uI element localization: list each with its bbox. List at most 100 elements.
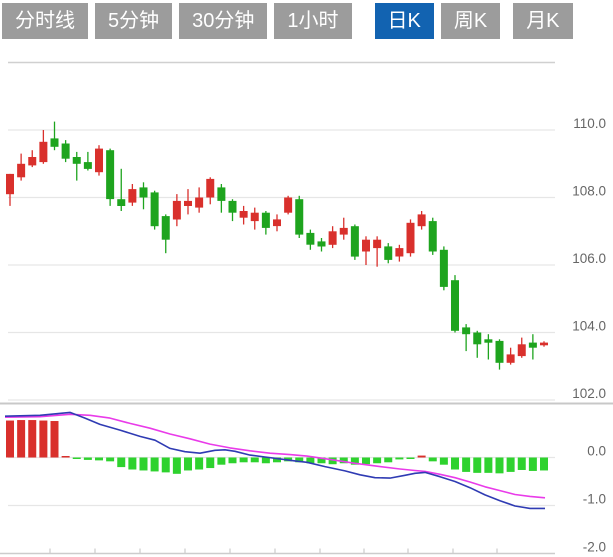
candle-up: [328, 231, 337, 245]
macd-bar-down: [306, 457, 315, 464]
tab-monthly-k[interactable]: 月K: [513, 3, 573, 39]
macd-bar-down: [317, 457, 326, 464]
tab-weekly-k[interactable]: 周K: [440, 3, 501, 39]
macd-bar-down: [150, 457, 159, 472]
dea-line: [4, 413, 546, 499]
macd-bar-up: [17, 420, 26, 458]
macd-bar-down: [540, 457, 548, 471]
candle-down: [495, 340, 504, 363]
macd-bar-down: [228, 457, 237, 464]
macd-bar-down: [195, 457, 204, 470]
macd-bar-up: [417, 455, 426, 458]
axis-tick-label: 110.0: [573, 116, 606, 131]
candle-down: [261, 212, 270, 228]
tab-30min[interactable]: 30分钟: [179, 3, 268, 39]
macd-bar-down: [250, 457, 259, 463]
macd-bar-down: [106, 457, 115, 462]
macd-bar-down: [406, 457, 415, 459]
axis-tick-label: 108.0: [572, 184, 606, 199]
axis-tick-label: -1.0: [583, 492, 606, 507]
macd-bar-down: [362, 457, 370, 465]
axis-tick-label: 106.0: [572, 251, 606, 266]
candle-down: [117, 199, 126, 206]
macd-bar-down: [517, 457, 526, 470]
macd-bar-down: [206, 457, 215, 469]
y-axis-labels: 110.0 108.0 106.0 104.0 102.0 0.0 -1.0 -2.0: [572, 116, 606, 555]
candle-down: [528, 342, 537, 348]
macd-bar-down: [273, 457, 281, 463]
candle-up: [373, 239, 382, 249]
candle-down: [384, 246, 393, 260]
candle-up: [95, 148, 103, 173]
macd-bar-down: [328, 457, 337, 465]
candle-down: [161, 216, 170, 240]
kline-svg[interactable]: 110.0 108.0 106.0 104.0 102.0 0.0 -1.0 -2.0: [0, 46, 613, 557]
macd-bar-down: [295, 457, 304, 463]
macd-bar-down: [484, 457, 493, 473]
candle-up: [417, 214, 426, 227]
grid-lines: [0, 61, 613, 555]
candle-up: [284, 197, 293, 213]
tab-1hour[interactable]: 1小时: [274, 3, 352, 39]
macd-bar-down: [495, 457, 504, 474]
dif-line: [4, 411, 545, 510]
candle-down: [306, 232, 315, 245]
macd-bar-down: [184, 457, 192, 471]
candle-down: [83, 162, 92, 169]
candle-down: [72, 157, 81, 164]
macd-bar-down: [128, 457, 137, 470]
macd-bar-down: [117, 457, 126, 468]
candle-up: [206, 178, 215, 198]
candle-down: [228, 200, 237, 213]
macd-bar-down: [239, 457, 248, 463]
macd-bar-down: [172, 457, 181, 474]
period-tabbar: 分时线 5分钟 30分钟 1小时 日K 周K 月K: [2, 3, 580, 39]
macd-bar-down: [428, 457, 437, 462]
macd-bar-down: [95, 457, 103, 461]
candle-down: [462, 327, 471, 335]
axis-tick-label: 102.0: [572, 386, 606, 401]
candle-up: [172, 200, 181, 220]
candle-up: [517, 344, 526, 357]
macd-histogram: [6, 420, 548, 474]
candle-down: [317, 241, 326, 247]
macd-bar-down: [217, 457, 226, 465]
macd-bar-down: [506, 457, 515, 472]
macd-bar-up: [39, 420, 48, 458]
candle-down: [217, 187, 226, 201]
candle-down: [350, 226, 359, 257]
candle-down: [295, 199, 304, 235]
axis-tick-label: 104.0: [572, 319, 606, 334]
candle-down: [451, 280, 459, 331]
macd-bar-up: [61, 456, 70, 458]
macd-bar-down: [83, 457, 92, 460]
candles-group: [6, 121, 548, 370]
candle-down: [61, 143, 70, 159]
macd-bar-down: [451, 457, 459, 470]
macd-bar-down: [261, 457, 270, 464]
tab-time-line[interactable]: 分时线: [2, 3, 88, 39]
chart-canvas[interactable]: 110.0 108.0 106.0 104.0 102.0 0.0 -1.0 -2.0: [0, 46, 613, 557]
macd-bar-down: [384, 457, 393, 463]
macd-bar-down: [339, 457, 348, 464]
candle-up: [395, 248, 404, 257]
dea-line: [4, 413, 546, 499]
macd-bar-down: [373, 457, 382, 464]
macd-bar-up: [50, 421, 59, 458]
candle-up: [128, 189, 137, 203]
tab-5min[interactable]: 5分钟: [95, 3, 173, 39]
candle-up: [506, 354, 515, 363]
candle-up: [362, 239, 370, 252]
macd-bar-down: [161, 457, 170, 473]
candle-down: [106, 150, 115, 200]
macd-bar-down: [350, 457, 359, 465]
macd-bar-down: [395, 457, 404, 460]
candle-up: [28, 157, 37, 166]
candle-up: [39, 141, 48, 163]
candle-up: [339, 227, 348, 235]
macd-bar-down: [139, 457, 148, 471]
macd-bar-up: [6, 420, 14, 458]
tab-daily-k[interactable]: 日K: [374, 3, 434, 39]
candle-down: [473, 332, 482, 345]
macd-bar-down: [72, 457, 81, 459]
